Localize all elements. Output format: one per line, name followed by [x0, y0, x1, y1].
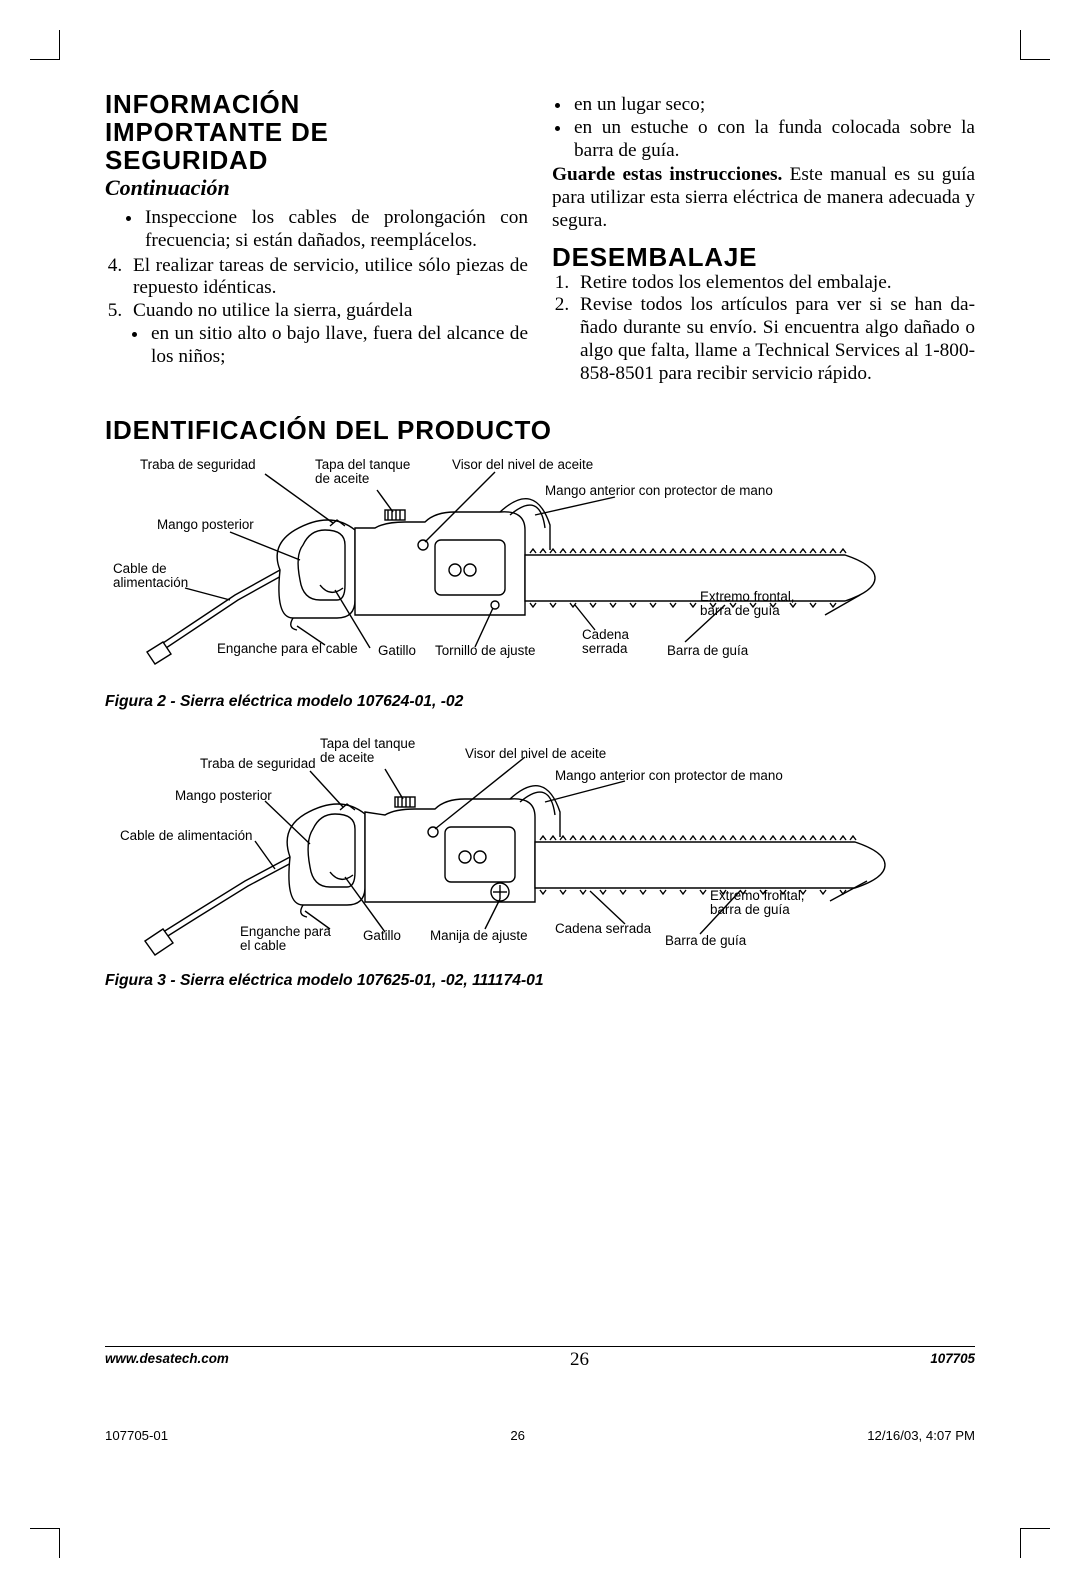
right-column: en un lugar seco; en un estuche o con la… — [552, 90, 975, 386]
crop-mark-tl — [30, 30, 60, 60]
continuation-subtitle: Continuación — [105, 175, 528, 201]
label-mango-post: Mango posterior — [175, 789, 272, 804]
label-barra: Barra de guía — [667, 644, 748, 659]
crop-mark-tr — [1020, 30, 1050, 60]
page-content: INFORMACIÓN IMPORTANTE DE SEGURIDAD Cont… — [105, 90, 975, 1008]
product-id-heading: IDENTIFICACIÓN DEL PRODUCTO — [105, 416, 975, 444]
product-id-section: IDENTIFICACIÓN DEL PRODUCTO — [105, 416, 975, 990]
label-tornillo: Tornillo de ajuste — [435, 644, 536, 659]
label-barra: Barra de guía — [665, 934, 746, 949]
label-mango-ant: Mango anterior con protector de mano — [545, 484, 773, 499]
sub-bullet-list: en un sitio alto o bajo llave, fuera del… — [133, 323, 528, 369]
sub-bullet-item: en un estuche o con la funda colocada so… — [572, 117, 975, 163]
label-enganche2: el cable — [240, 939, 286, 954]
guard-bold: Guarde estas instrucciones. — [552, 164, 782, 185]
label-visor: Visor del nivel de aceite — [465, 747, 606, 762]
page-footer: www.desatech.com 26 107705 — [105, 1346, 975, 1373]
unpacking-heading: DESEMBALAJE — [552, 243, 975, 271]
figure-3-caption: Figura 3 - Sierra eléctrica modelo 10762… — [105, 972, 975, 990]
crop-mark-bl — [30, 1528, 60, 1558]
label-gatillo: Gatillo — [363, 929, 401, 944]
guard-paragraph: Guarde estas instrucciones. Este manual … — [552, 164, 975, 232]
label-manija: Manija de ajuste — [430, 929, 528, 944]
label-mango-post: Mango posterior — [157, 518, 254, 533]
label-gatillo: Gatillo — [378, 644, 416, 659]
figure-2-caption: Figura 2 - Sierra eléctrica modelo 10762… — [105, 693, 975, 711]
bullet-list: Inspeccione los cables de prolongación c… — [105, 207, 528, 253]
label-traba: Traba de seguridad — [140, 458, 256, 473]
numbered-list: El realizar tareas de servicio, utilice … — [105, 255, 528, 369]
bullet-item: Inspeccione los cables de prolongación c… — [143, 207, 528, 253]
list-item: El realizar tareas de servicio, utilice … — [127, 255, 528, 301]
label-extremo2: barra de guía — [710, 903, 790, 918]
label-cadena2: serrada — [582, 642, 627, 657]
label-cable2: alimentación — [113, 576, 188, 591]
heading-line: SEGURIDAD — [105, 145, 268, 175]
crop-mark-br — [1020, 1528, 1050, 1558]
meta-right: 12/16/03, 4:07 PM — [867, 1428, 975, 1443]
meta-center: 26 — [510, 1428, 525, 1443]
safety-heading: INFORMACIÓN IMPORTANTE DE SEGURIDAD — [105, 90, 528, 174]
left-column: INFORMACIÓN IMPORTANTE DE SEGURIDAD Cont… — [105, 90, 528, 386]
footer-doc: 107705 — [930, 1351, 975, 1373]
list-item: Retire todos los elementos del embalaje. — [574, 272, 975, 295]
print-meta: 107705-01 26 12/16/03, 4:07 PM — [105, 1428, 975, 1443]
label-extremo2: barra de guía — [700, 604, 780, 619]
heading-line: INFORMACIÓN — [105, 89, 300, 119]
sub-bullet-item: en un lugar seco; — [572, 94, 975, 117]
figure-2: Traba de seguridad Tapa del tanque de ac… — [105, 450, 975, 685]
footer-url: www.desatech.com — [105, 1351, 229, 1373]
label-cable-full: Cable de alimentación — [120, 829, 253, 844]
list-item-text: Cuando no utilice la sierra, guárdela — [133, 300, 412, 321]
label-enganche: Enganche para el cable — [217, 642, 358, 657]
label-cadena-full: Cadena serrada — [555, 922, 651, 937]
label-traba: Traba de seguridad — [200, 757, 316, 772]
sub-bullet-list: en un lugar seco; en un estuche o con la… — [552, 94, 975, 162]
label-tapa2: de aceite — [315, 472, 369, 487]
unpacking-list: Retire todos los elementos del embalaje.… — [552, 272, 975, 386]
two-column-layout: INFORMACIÓN IMPORTANTE DE SEGURIDAD Cont… — [105, 90, 975, 386]
list-item: Cuando no utilice la sierra, guárdela en… — [127, 300, 528, 368]
meta-left: 107705-01 — [105, 1428, 168, 1443]
sub-bullet-item: en un sitio alto o bajo llave, fuera del… — [149, 323, 528, 369]
label-mango-ant: Mango anterior con protector de mano — [555, 769, 783, 784]
label-tapa2: de aceite — [320, 751, 374, 766]
figure-3: Traba de seguridad Tapa del tanque de ac… — [105, 729, 975, 964]
label-visor: Visor del nivel de aceite — [452, 458, 593, 473]
list-item: Revise todos los artículos para ver si s… — [574, 294, 975, 385]
heading-line: IMPORTANTE DE — [105, 117, 329, 147]
footer-page: 26 — [570, 1349, 589, 1371]
